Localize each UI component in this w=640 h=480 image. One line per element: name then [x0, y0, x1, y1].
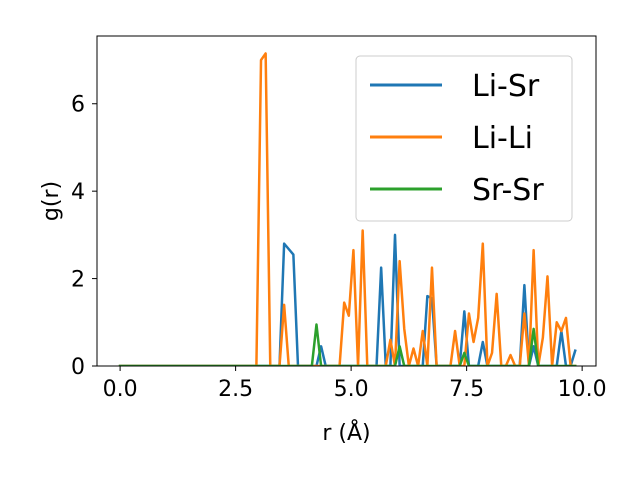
y-tick-label: 2 [71, 268, 85, 293]
plot-area [96, 35, 597, 367]
y-tick-label: 6 [71, 93, 85, 118]
x-tick-label: 0.0 [103, 377, 138, 402]
series-line-sr-sr [118, 323, 577, 366]
x-tick-label: 10.0 [558, 377, 607, 402]
series-line-li-li [118, 52, 577, 366]
legend: Li-Sr Li-Li Sr-Sr [355, 55, 573, 222]
plot-frame [96, 35, 597, 367]
legend-label-sr-sr: Sr-Sr [472, 173, 544, 208]
legend-label-li-sr: Li-Sr [472, 69, 540, 104]
x-tick-label: 7.5 [449, 377, 484, 402]
y-tick-label: 4 [71, 180, 85, 205]
y-axis-label: g(r) [39, 181, 64, 221]
x-tick-label: 2.5 [218, 377, 253, 402]
x-axis-label: r (Å) [322, 419, 370, 446]
series-lines [118, 52, 577, 366]
y-axis: 0 2 4 6 [71, 93, 97, 380]
legend-label-li-li: Li-Li [472, 121, 533, 156]
x-tick-label: 5.0 [334, 377, 369, 402]
legend-box [355, 55, 573, 222]
x-axis: 0.0 2.5 5.0 7.5 10.0 [103, 366, 607, 402]
y-tick-label: 0 [71, 355, 85, 380]
